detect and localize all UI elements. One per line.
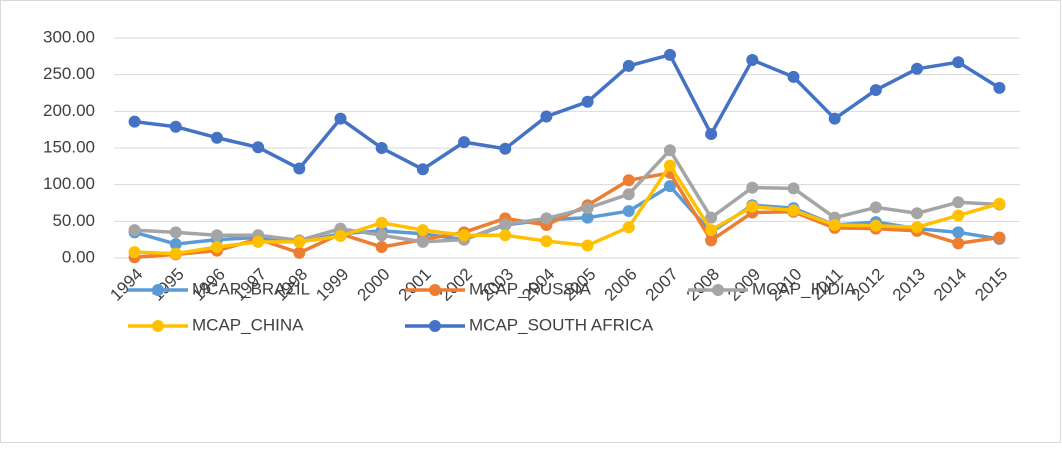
point — [540, 235, 553, 248]
legend-label: MCAP_RUSSIA — [469, 279, 592, 298]
point — [746, 181, 759, 194]
series-line — [134, 53, 1001, 172]
y-tick-label: 300.00 — [43, 27, 95, 46]
point — [787, 70, 800, 83]
point — [869, 84, 882, 97]
point — [828, 112, 841, 125]
point — [952, 56, 965, 69]
point — [416, 163, 429, 176]
point — [787, 182, 800, 195]
point — [210, 229, 223, 242]
series-line — [134, 148, 1000, 244]
point — [169, 226, 182, 239]
series-line — [134, 163, 1000, 256]
point — [293, 246, 306, 259]
point — [334, 230, 347, 242]
point — [375, 241, 388, 253]
point — [952, 226, 965, 239]
point — [581, 95, 594, 108]
point — [952, 209, 965, 222]
y-tick-label: 100.00 — [43, 174, 95, 193]
point — [746, 54, 759, 66]
point — [622, 221, 635, 234]
legend-label: MCAP_BRAZIL — [192, 279, 310, 298]
series-line — [134, 171, 1000, 260]
series-line — [134, 184, 1000, 246]
point — [458, 229, 471, 242]
point — [911, 221, 924, 234]
point — [828, 219, 841, 231]
point — [911, 62, 924, 75]
point — [293, 162, 306, 175]
point — [746, 200, 759, 213]
legend-label: MCAP_SOUTH AFRICA — [469, 315, 654, 334]
y-tick-label: 150.00 — [43, 137, 95, 156]
y-tick-label: 50.00 — [52, 211, 95, 230]
point — [416, 224, 429, 237]
point — [993, 231, 1006, 244]
point — [252, 141, 265, 154]
point — [705, 211, 718, 224]
point — [869, 219, 882, 232]
point — [375, 229, 388, 242]
point — [663, 159, 676, 172]
point — [458, 136, 471, 149]
point — [869, 201, 882, 214]
point — [663, 48, 676, 61]
point — [334, 112, 347, 125]
legend-marker — [152, 284, 164, 296]
point — [375, 216, 388, 229]
point — [787, 204, 800, 217]
point — [705, 234, 718, 247]
y-tick-label: 250.00 — [43, 64, 95, 83]
point — [252, 235, 265, 248]
point — [169, 238, 182, 251]
legend-label: MCAP_CHINA — [192, 315, 304, 334]
point — [210, 131, 223, 144]
point — [952, 237, 965, 250]
point — [293, 235, 306, 248]
point — [663, 144, 676, 157]
point — [705, 128, 718, 141]
point — [128, 224, 141, 237]
point — [499, 218, 512, 231]
point — [705, 224, 718, 237]
point — [581, 202, 594, 215]
point — [540, 110, 553, 123]
point — [210, 241, 223, 253]
legend-marker — [429, 284, 441, 296]
point — [622, 205, 635, 218]
y-tick-label: 0.00 — [62, 247, 95, 266]
legend-marker — [429, 320, 441, 332]
point — [581, 211, 594, 224]
point — [663, 180, 676, 193]
point — [622, 59, 635, 72]
point — [169, 247, 182, 260]
point — [622, 174, 635, 187]
point — [581, 239, 594, 252]
point — [416, 235, 429, 248]
point — [952, 196, 965, 209]
legend-label: MCAP_INDIA — [752, 279, 857, 298]
point — [993, 81, 1006, 94]
point — [499, 229, 512, 242]
legend-marker — [152, 320, 164, 332]
y-tick-label: 200.00 — [43, 101, 95, 120]
point — [169, 120, 182, 133]
point — [375, 142, 388, 154]
legend-marker — [712, 284, 724, 296]
point — [540, 212, 553, 225]
point — [499, 142, 512, 155]
point — [128, 115, 141, 128]
point — [993, 197, 1006, 210]
point — [911, 207, 924, 220]
point — [622, 188, 635, 201]
point — [128, 246, 141, 259]
